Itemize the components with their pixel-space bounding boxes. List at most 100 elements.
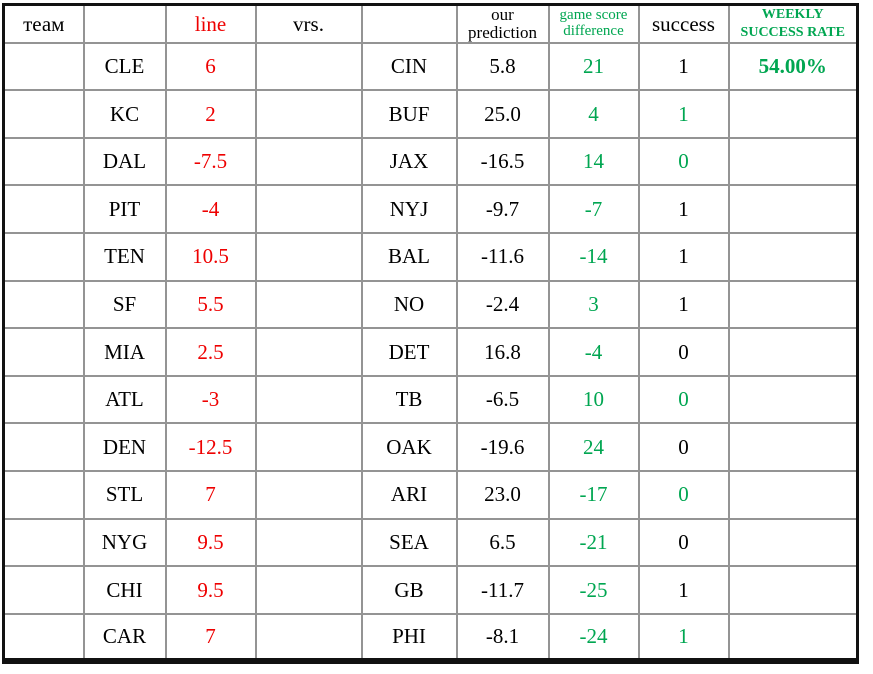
col-header-vrs: vrs. — [254, 3, 363, 44]
cell-weekly-success-rate — [727, 470, 859, 520]
cell-prediction: -11.7 — [455, 565, 550, 615]
cell-team: ATL — [82, 374, 167, 425]
cell-game-score-difference: -21 — [547, 517, 640, 568]
table-row: DAL -7.5 JAX -16.5 14 0 — [2, 136, 859, 187]
cell-weekly-success-rate — [727, 612, 859, 663]
cell-line: 2.5 — [164, 327, 257, 377]
cell-success: 0 — [637, 517, 730, 568]
cell-game-score-difference: 24 — [547, 422, 640, 473]
table-row: DEN -12.5 OAK -19.6 24 0 — [2, 422, 859, 473]
cell-line: 7 — [164, 470, 257, 520]
cell-team-blank — [2, 565, 85, 615]
cell-game-score-difference: -25 — [547, 565, 640, 615]
cell-team-blank — [2, 184, 85, 235]
cell-vrs-blank — [254, 232, 363, 282]
cell-opponent: DET — [360, 327, 458, 377]
cell-line: 5.5 — [164, 279, 257, 330]
cell-vrs-blank — [254, 612, 363, 663]
cell-opponent: GB — [360, 565, 458, 615]
cell-team-blank — [2, 422, 85, 473]
col-header-team: теам — [2, 3, 85, 44]
cell-weekly-success-rate — [727, 327, 859, 377]
cell-team-blank — [2, 41, 85, 92]
cell-team: MIA — [82, 327, 167, 377]
cell-success: 1 — [637, 279, 730, 330]
cell-vrs-blank — [254, 89, 363, 139]
cell-prediction: -6.5 — [455, 374, 550, 425]
cell-game-score-difference: -14 — [547, 232, 640, 282]
cell-opponent: OAK — [360, 422, 458, 473]
cell-weekly-success-rate — [727, 136, 859, 187]
cell-game-score-difference: -7 — [547, 184, 640, 235]
cell-team-blank — [2, 470, 85, 520]
cell-team: NYG — [82, 517, 167, 568]
cell-prediction: 23.0 — [455, 470, 550, 520]
cell-opponent: PHI — [360, 612, 458, 663]
table-row: CLE 6 CIN 5.8 21 1 54.00% — [2, 41, 859, 92]
cell-success: 1 — [637, 89, 730, 139]
cell-weekly-success-rate — [727, 89, 859, 139]
cell-team-blank — [2, 517, 85, 568]
cell-vrs-blank — [254, 374, 363, 425]
col-header-our-prediction: our prediction — [455, 3, 550, 44]
table-row: MIA 2.5 DET 16.8 -4 0 — [2, 327, 859, 377]
cell-game-score-difference: 10 — [547, 374, 640, 425]
cell-weekly-success-rate — [727, 422, 859, 473]
cell-prediction: -19.6 — [455, 422, 550, 473]
cell-opponent: JAX — [360, 136, 458, 187]
cell-opponent: BAL — [360, 232, 458, 282]
cell-opponent: TB — [360, 374, 458, 425]
cell-prediction: -9.7 — [455, 184, 550, 235]
cell-success: 1 — [637, 41, 730, 92]
cell-line: 9.5 — [164, 565, 257, 615]
cell-success: 0 — [637, 470, 730, 520]
cell-opponent: NYJ — [360, 184, 458, 235]
cell-weekly-success-rate — [727, 184, 859, 235]
cell-game-score-difference: 4 — [547, 89, 640, 139]
cell-team: PIT — [82, 184, 167, 235]
table-row: TEN 10.5 BAL -11.6 -14 1 — [2, 232, 859, 282]
cell-team: KC — [82, 89, 167, 139]
cell-team-blank — [2, 232, 85, 282]
cell-opponent: ARI — [360, 470, 458, 520]
cell-prediction: -11.6 — [455, 232, 550, 282]
cell-team-blank — [2, 136, 85, 187]
cell-weekly-success-rate: 54.00% — [727, 41, 859, 92]
col-header-success: success — [637, 3, 730, 44]
cell-team: SF — [82, 279, 167, 330]
table-row: STL 7 ARI 23.0 -17 0 — [2, 470, 859, 520]
cell-prediction: 6.5 — [455, 517, 550, 568]
col-header-blank-home — [360, 3, 458, 44]
cell-opponent: BUF — [360, 89, 458, 139]
cell-opponent: CIN — [360, 41, 458, 92]
cell-success: 0 — [637, 422, 730, 473]
predictions-table: теам line vrs. our prediction game score… — [2, 3, 859, 665]
cell-prediction: 5.8 — [455, 41, 550, 92]
cell-team-blank — [2, 89, 85, 139]
table-row: NYG 9.5 SEA 6.5 -21 0 — [2, 517, 859, 568]
cell-weekly-success-rate — [727, 517, 859, 568]
cell-success: 1 — [637, 612, 730, 663]
cell-line: 9.5 — [164, 517, 257, 568]
header-row: теам line vrs. our prediction game score… — [2, 3, 859, 44]
cell-team: CLE — [82, 41, 167, 92]
cell-weekly-success-rate — [727, 565, 859, 615]
predictions-table-wrapper: теам line vrs. our prediction game score… — [2, 3, 859, 665]
cell-team: STL — [82, 470, 167, 520]
table-row: KC 2 BUF 25.0 4 1 — [2, 89, 859, 139]
cell-vrs-blank — [254, 41, 363, 92]
table-row: CHI 9.5 GB -11.7 -25 1 — [2, 565, 859, 615]
cell-vrs-blank — [254, 184, 363, 235]
cell-opponent: NO — [360, 279, 458, 330]
table-row: CAR 7 PHI -8.1 -24 1 — [2, 612, 859, 663]
cell-vrs-blank — [254, 517, 363, 568]
cell-team-blank — [2, 279, 85, 330]
cell-prediction: -16.5 — [455, 136, 550, 187]
cell-team-blank — [2, 374, 85, 425]
cell-team-blank — [2, 612, 85, 663]
table-row: PIT -4 NYJ -9.7 -7 1 — [2, 184, 859, 235]
cell-vrs-blank — [254, 279, 363, 330]
cell-team: TEN — [82, 232, 167, 282]
cell-vrs-blank — [254, 470, 363, 520]
cell-game-score-difference: 21 — [547, 41, 640, 92]
